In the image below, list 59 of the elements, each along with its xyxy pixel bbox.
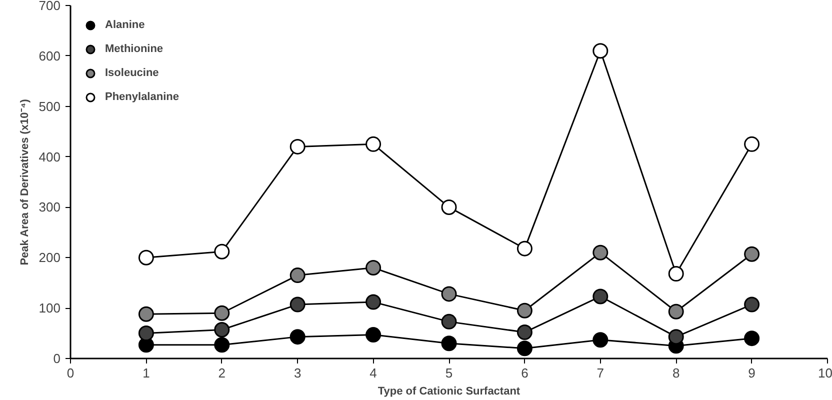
- point: [516, 240, 532, 256]
- x-axis-title: Type of Cationic Surfactant: [378, 386, 520, 398]
- point: [744, 136, 760, 152]
- point: [290, 138, 306, 154]
- point: [668, 266, 684, 282]
- x-tick-label: 6: [521, 366, 528, 380]
- point: [138, 326, 154, 342]
- x-tick-label: 8: [672, 366, 680, 380]
- point: [516, 302, 532, 318]
- point: [290, 329, 306, 345]
- point: [441, 314, 457, 330]
- point: [516, 340, 532, 356]
- x-tick-label: 1: [142, 366, 150, 380]
- x-tick-label: 5: [445, 366, 453, 380]
- point: [366, 294, 382, 310]
- point: [441, 286, 457, 302]
- y-tick-label: 0: [53, 351, 61, 366]
- point: [668, 304, 684, 320]
- y-tick-label: 300: [38, 200, 61, 215]
- y-tick-label: 100: [38, 300, 61, 316]
- x-tick-label: 3: [294, 366, 302, 380]
- point: [138, 306, 154, 322]
- legend-label: Isoleucine: [105, 67, 159, 79]
- legend-label: Phenylalanine: [105, 91, 179, 103]
- point: [592, 43, 608, 59]
- y-tick-label: 500: [38, 98, 61, 114]
- point: [290, 268, 306, 284]
- y-tick-label: 700: [38, 0, 61, 13]
- point: [668, 329, 684, 345]
- point: [138, 250, 154, 266]
- point: [744, 296, 760, 312]
- y-tick-label: 400: [38, 149, 61, 164]
- point: [516, 324, 532, 340]
- point: [592, 288, 608, 304]
- y-tick-label: 200: [38, 250, 61, 266]
- point: [214, 305, 230, 321]
- point: [441, 336, 457, 352]
- y-axis-title: Peak Area of Derivatives (x10⁻⁴): [18, 98, 31, 266]
- point: [441, 199, 457, 215]
- legend-label: Methionine: [105, 43, 164, 55]
- point: [214, 337, 230, 353]
- y-tick-label: 600: [38, 48, 61, 64]
- point: [214, 322, 230, 338]
- point: [290, 296, 306, 312]
- point: [592, 244, 608, 260]
- point: [366, 260, 382, 276]
- point: [744, 246, 760, 262]
- point: [744, 330, 760, 346]
- x-tick-label: 0: [66, 366, 74, 380]
- point: [366, 327, 382, 343]
- point: [592, 332, 608, 348]
- x-tick-label: 10: [818, 366, 832, 380]
- legend-label: Alanine: [105, 19, 145, 31]
- x-tick-label: 7: [596, 366, 604, 380]
- point: [366, 136, 382, 152]
- x-tick-label: 4: [370, 366, 377, 380]
- x-tick-label: 2: [218, 366, 226, 380]
- x-tick-label: 9: [748, 366, 756, 380]
- point: [214, 244, 230, 260]
